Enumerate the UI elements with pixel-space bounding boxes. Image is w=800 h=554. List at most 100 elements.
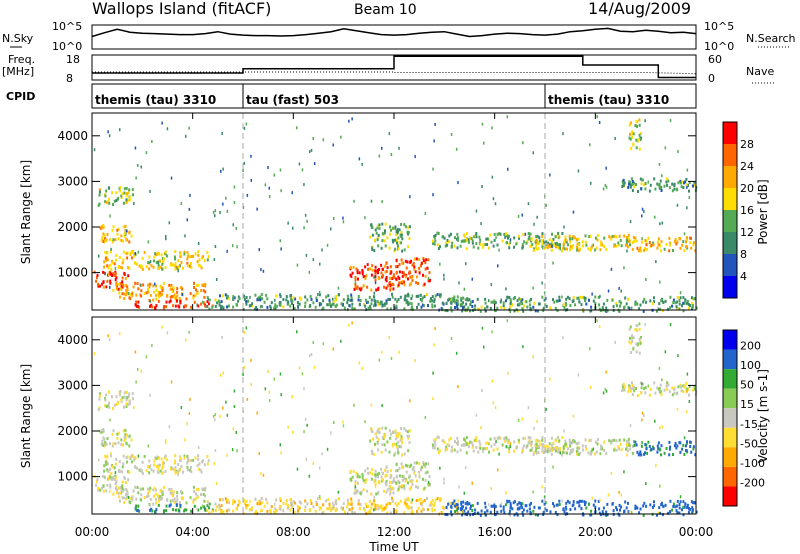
power-echo-cells bbox=[93, 113, 698, 313]
echo-cell bbox=[373, 499, 375, 503]
echo-cell bbox=[203, 463, 206, 467]
echo-cell bbox=[648, 445, 651, 448]
echo-cell bbox=[462, 500, 465, 504]
echo-cell bbox=[270, 505, 273, 509]
colorbar-tick-label: 20 bbox=[740, 182, 754, 195]
echo-cell bbox=[371, 248, 374, 251]
echo-cell bbox=[384, 426, 387, 430]
echo-cell bbox=[173, 497, 176, 501]
echo-cell bbox=[243, 297, 246, 301]
echo-cell bbox=[207, 255, 210, 259]
echo-cell bbox=[386, 307, 389, 311]
echo-cell bbox=[671, 304, 674, 308]
echo-cell bbox=[296, 505, 299, 508]
echo-cell bbox=[407, 449, 410, 453]
echo-cell bbox=[111, 261, 114, 265]
echo-cell bbox=[628, 182, 630, 186]
echo-cell bbox=[374, 275, 377, 279]
echo-cell bbox=[314, 509, 317, 513]
echo-cell bbox=[162, 463, 165, 467]
echo-cell bbox=[496, 306, 499, 310]
echo-cell bbox=[608, 439, 611, 443]
echo-cell bbox=[112, 288, 115, 292]
echo-cell bbox=[389, 283, 392, 287]
echo-cell bbox=[656, 240, 659, 244]
echo-cell bbox=[534, 309, 537, 313]
echo-cell bbox=[376, 442, 379, 446]
echo-cell bbox=[628, 307, 631, 310]
echo-cell bbox=[656, 513, 658, 517]
echo-cell bbox=[629, 243, 631, 247]
echo-cell bbox=[530, 440, 533, 444]
echo-cell bbox=[478, 439, 481, 443]
echo-cell bbox=[183, 456, 186, 460]
echo-cell bbox=[126, 455, 129, 459]
echo-cell bbox=[113, 274, 116, 277]
echo-cell bbox=[208, 511, 211, 515]
echo-cell bbox=[233, 296, 236, 300]
echo-cell bbox=[125, 229, 128, 233]
echo-cell bbox=[422, 477, 424, 481]
echo-cell bbox=[386, 488, 389, 492]
echo-cell bbox=[456, 511, 459, 515]
echo-cell bbox=[509, 514, 511, 517]
echo-cell bbox=[403, 248, 406, 252]
echo-cell bbox=[158, 456, 160, 460]
echo-cell bbox=[116, 432, 119, 436]
echo-cell bbox=[322, 503, 325, 507]
echo-cell bbox=[221, 509, 224, 513]
echo-cell bbox=[364, 508, 367, 512]
echo-cell bbox=[411, 294, 414, 298]
echo-cell bbox=[650, 448, 653, 451]
time-tick-label: 00:00 bbox=[679, 525, 714, 539]
echo-cell bbox=[492, 244, 495, 248]
echo-cell bbox=[556, 513, 559, 517]
echo-cell bbox=[361, 162, 363, 166]
echo-cell bbox=[123, 191, 126, 195]
echo-cell bbox=[293, 510, 296, 514]
echo-cell bbox=[385, 269, 388, 273]
echo-cell bbox=[682, 296, 685, 300]
echo-cell bbox=[395, 270, 398, 274]
echo-cell bbox=[380, 504, 383, 508]
echo-cell bbox=[565, 240, 568, 244]
echo-cell bbox=[297, 304, 300, 308]
colorbar-tick-label: -100 bbox=[740, 457, 765, 470]
echo-cell bbox=[420, 503, 423, 507]
echo-cell bbox=[351, 321, 353, 325]
echo-cell bbox=[619, 304, 621, 308]
echo-cell bbox=[471, 300, 474, 304]
echo-cell bbox=[588, 235, 591, 239]
nsky-left-tick-bottom: 10^0 bbox=[52, 40, 82, 53]
echo-cell bbox=[541, 281, 543, 285]
echo-cell bbox=[104, 460, 107, 464]
echo-cell bbox=[157, 260, 159, 264]
echo-cell bbox=[193, 485, 195, 489]
echo-cell bbox=[151, 344, 153, 347]
echo-cell bbox=[556, 299, 559, 303]
echo-cell bbox=[564, 235, 567, 239]
echo-cell bbox=[409, 195, 411, 199]
echo-cell bbox=[442, 439, 445, 443]
echo-cell bbox=[493, 503, 496, 507]
echo-cell bbox=[668, 440, 671, 444]
echo-cell bbox=[427, 279, 430, 283]
echo-cell bbox=[531, 446, 534, 450]
echo-cell bbox=[424, 212, 427, 215]
echo-cell bbox=[390, 270, 393, 274]
echo-cell bbox=[578, 296, 580, 300]
echo-cell bbox=[99, 284, 101, 288]
echo-cell bbox=[264, 183, 267, 187]
echo-cell bbox=[185, 338, 187, 342]
echo-cell bbox=[456, 246, 459, 250]
echo-cell bbox=[541, 242, 544, 246]
echo-cell bbox=[100, 225, 103, 229]
echo-cell bbox=[513, 449, 515, 453]
echo-cell bbox=[654, 391, 657, 395]
echo-cell bbox=[622, 388, 625, 391]
echo-cell bbox=[484, 309, 487, 313]
echo-cell bbox=[135, 293, 138, 297]
echo-cell bbox=[111, 240, 114, 244]
echo-cell bbox=[130, 454, 133, 458]
echo-cell bbox=[174, 257, 176, 261]
